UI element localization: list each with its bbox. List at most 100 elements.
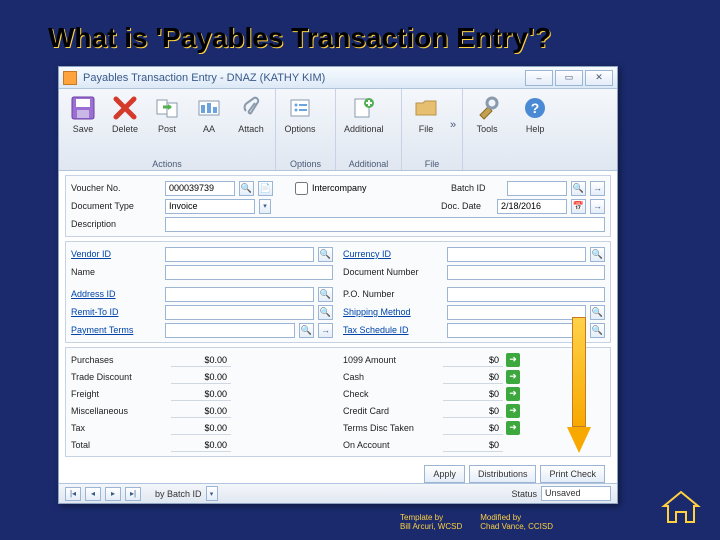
lookup-icon[interactable]: 🔍 bbox=[590, 305, 605, 320]
amount-value[interactable]: $0.00 bbox=[171, 387, 231, 401]
delete-button[interactable]: Delete bbox=[107, 92, 143, 136]
expand-icon[interactable]: → bbox=[590, 181, 605, 196]
payment-terms-field[interactable] bbox=[165, 323, 295, 338]
lookup-icon[interactable]: 🔍 bbox=[299, 323, 314, 338]
amount-value[interactable]: $0.00 bbox=[171, 404, 231, 418]
dropdown-icon[interactable]: ▾ bbox=[206, 486, 218, 501]
dropdown-icon[interactable]: ▾ bbox=[259, 199, 271, 214]
go-icon[interactable]: ➜ bbox=[506, 404, 520, 418]
help-icon: ? bbox=[521, 94, 549, 122]
post-button[interactable]: Post bbox=[149, 92, 185, 136]
description-label: Description bbox=[71, 219, 161, 229]
credits: Template by Bill Arcuri, WCSD Modified b… bbox=[400, 513, 553, 532]
shipping-method-field[interactable] bbox=[447, 305, 586, 320]
apply-button[interactable]: Apply bbox=[424, 465, 465, 483]
amount-row: Cash$0➜ bbox=[343, 368, 605, 385]
expand-icon[interactable]: → bbox=[318, 323, 333, 338]
vendor-id-field[interactable] bbox=[165, 247, 314, 262]
status-value: Unsaved bbox=[541, 486, 611, 501]
ribbon: Save Delete Post bbox=[59, 89, 617, 171]
amounts-section: Purchases$0.00Trade Discount$0.00Freight… bbox=[65, 347, 611, 457]
amount-value[interactable]: $0 bbox=[443, 370, 503, 384]
file-button[interactable]: File bbox=[408, 92, 444, 136]
tools-button[interactable]: Tools bbox=[469, 92, 505, 136]
currency-id-label[interactable]: Currency ID bbox=[343, 249, 443, 259]
voucher-no-field[interactable]: 000039739 bbox=[165, 181, 235, 196]
attach-button[interactable]: Attach bbox=[233, 92, 269, 136]
intercompany-checkbox[interactable] bbox=[295, 182, 308, 195]
amount-value[interactable]: $0 bbox=[443, 353, 503, 367]
lookup-icon[interactable]: 🔍 bbox=[318, 247, 333, 262]
aa-icon bbox=[195, 94, 223, 122]
save-button[interactable]: Save bbox=[65, 92, 101, 136]
amount-row: Freight$0.00 bbox=[71, 385, 333, 402]
button-bar: Apply Distributions Print Check bbox=[65, 461, 611, 485]
last-record-button[interactable]: ▸| bbox=[125, 487, 141, 501]
aa-button[interactable]: AA bbox=[191, 92, 227, 136]
description-field[interactable] bbox=[165, 217, 605, 232]
address-id-label[interactable]: Address ID bbox=[71, 289, 161, 299]
first-record-button[interactable]: |◂ bbox=[65, 487, 81, 501]
batch-id-field[interactable] bbox=[507, 181, 567, 196]
minimize-button[interactable]: – bbox=[525, 70, 553, 86]
amount-value[interactable]: $0.00 bbox=[171, 438, 231, 452]
header-section: Voucher No. 000039739 🔍 📄 Intercompany B… bbox=[65, 175, 611, 237]
lookup-icon[interactable]: 🔍 bbox=[571, 181, 586, 196]
calendar-icon[interactable]: 📅 bbox=[571, 199, 586, 214]
go-icon[interactable]: ➜ bbox=[506, 370, 520, 384]
lookup-icon[interactable]: 🔍 bbox=[318, 287, 333, 302]
close-button[interactable]: ✕ bbox=[585, 70, 613, 86]
home-icon[interactable] bbox=[660, 490, 702, 526]
document-type-field[interactable]: Invoice bbox=[165, 199, 255, 214]
payment-terms-label[interactable]: Payment Terms bbox=[71, 325, 161, 335]
amount-label: Purchases bbox=[71, 355, 171, 365]
lookup-icon[interactable]: 🔍 bbox=[590, 247, 605, 262]
tools-icon bbox=[473, 94, 501, 122]
shipping-method-label[interactable]: Shipping Method bbox=[343, 307, 443, 317]
go-icon[interactable]: ➜ bbox=[506, 353, 520, 367]
go-icon[interactable]: ➜ bbox=[506, 421, 520, 435]
amount-value[interactable]: $0.00 bbox=[171, 370, 231, 384]
document-number-field[interactable] bbox=[447, 265, 605, 280]
maximize-button[interactable]: ▭ bbox=[555, 70, 583, 86]
amount-label: On Account bbox=[343, 440, 443, 450]
go-icon[interactable]: ➜ bbox=[506, 387, 520, 401]
note-icon[interactable]: 📄 bbox=[258, 181, 273, 196]
address-id-field[interactable] bbox=[165, 287, 314, 302]
status-label: Status bbox=[511, 489, 537, 499]
amount-label: Credit Card bbox=[343, 406, 443, 416]
amount-value[interactable]: $0 bbox=[443, 387, 503, 401]
amount-value[interactable]: $0.00 bbox=[171, 353, 231, 367]
options-button[interactable]: Options bbox=[282, 92, 318, 136]
expand-icon[interactable]: → bbox=[590, 199, 605, 214]
prev-record-button[interactable]: ◂ bbox=[85, 487, 101, 501]
lookup-icon[interactable]: 🔍 bbox=[239, 181, 254, 196]
vendor-id-label[interactable]: Vendor ID bbox=[71, 249, 161, 259]
po-number-field[interactable] bbox=[447, 287, 605, 302]
help-button[interactable]: ? Help bbox=[517, 92, 553, 136]
amount-value[interactable]: $0.00 bbox=[171, 421, 231, 435]
remit-to-id-field[interactable] bbox=[165, 305, 314, 320]
lookup-icon[interactable]: 🔍 bbox=[318, 305, 333, 320]
print-check-button[interactable]: Print Check bbox=[540, 465, 605, 483]
name-field[interactable] bbox=[165, 265, 333, 280]
lookup-icon[interactable]: 🔍 bbox=[590, 323, 605, 338]
amount-value[interactable]: $0 bbox=[443, 421, 503, 435]
amount-value[interactable]: $0 bbox=[443, 438, 503, 452]
doc-date-field[interactable]: 2/18/2016 bbox=[497, 199, 567, 214]
window-title: Payables Transaction Entry - DNAZ (KATHY… bbox=[83, 72, 325, 84]
amount-value[interactable]: $0 bbox=[443, 404, 503, 418]
remit-to-id-label[interactable]: Remit-To ID bbox=[71, 307, 161, 317]
distributions-button[interactable]: Distributions bbox=[469, 465, 537, 483]
additional-icon bbox=[350, 94, 378, 122]
vendor-section: Vendor ID 🔍 Name Currency ID 🔍 bbox=[65, 241, 611, 343]
amount-row: Trade Discount$0.00 bbox=[71, 368, 333, 385]
tax-schedule-id-label[interactable]: Tax Schedule ID bbox=[343, 325, 443, 335]
next-record-button[interactable]: ▸ bbox=[105, 487, 121, 501]
tax-schedule-id-field[interactable] bbox=[447, 323, 586, 338]
amount-row: Credit Card$0➜ bbox=[343, 402, 605, 419]
ribbon-overflow[interactable]: » bbox=[450, 119, 456, 131]
po-number-label: P.O. Number bbox=[343, 289, 443, 299]
additional-button[interactable]: Additional bbox=[342, 92, 386, 136]
currency-id-field[interactable] bbox=[447, 247, 586, 262]
